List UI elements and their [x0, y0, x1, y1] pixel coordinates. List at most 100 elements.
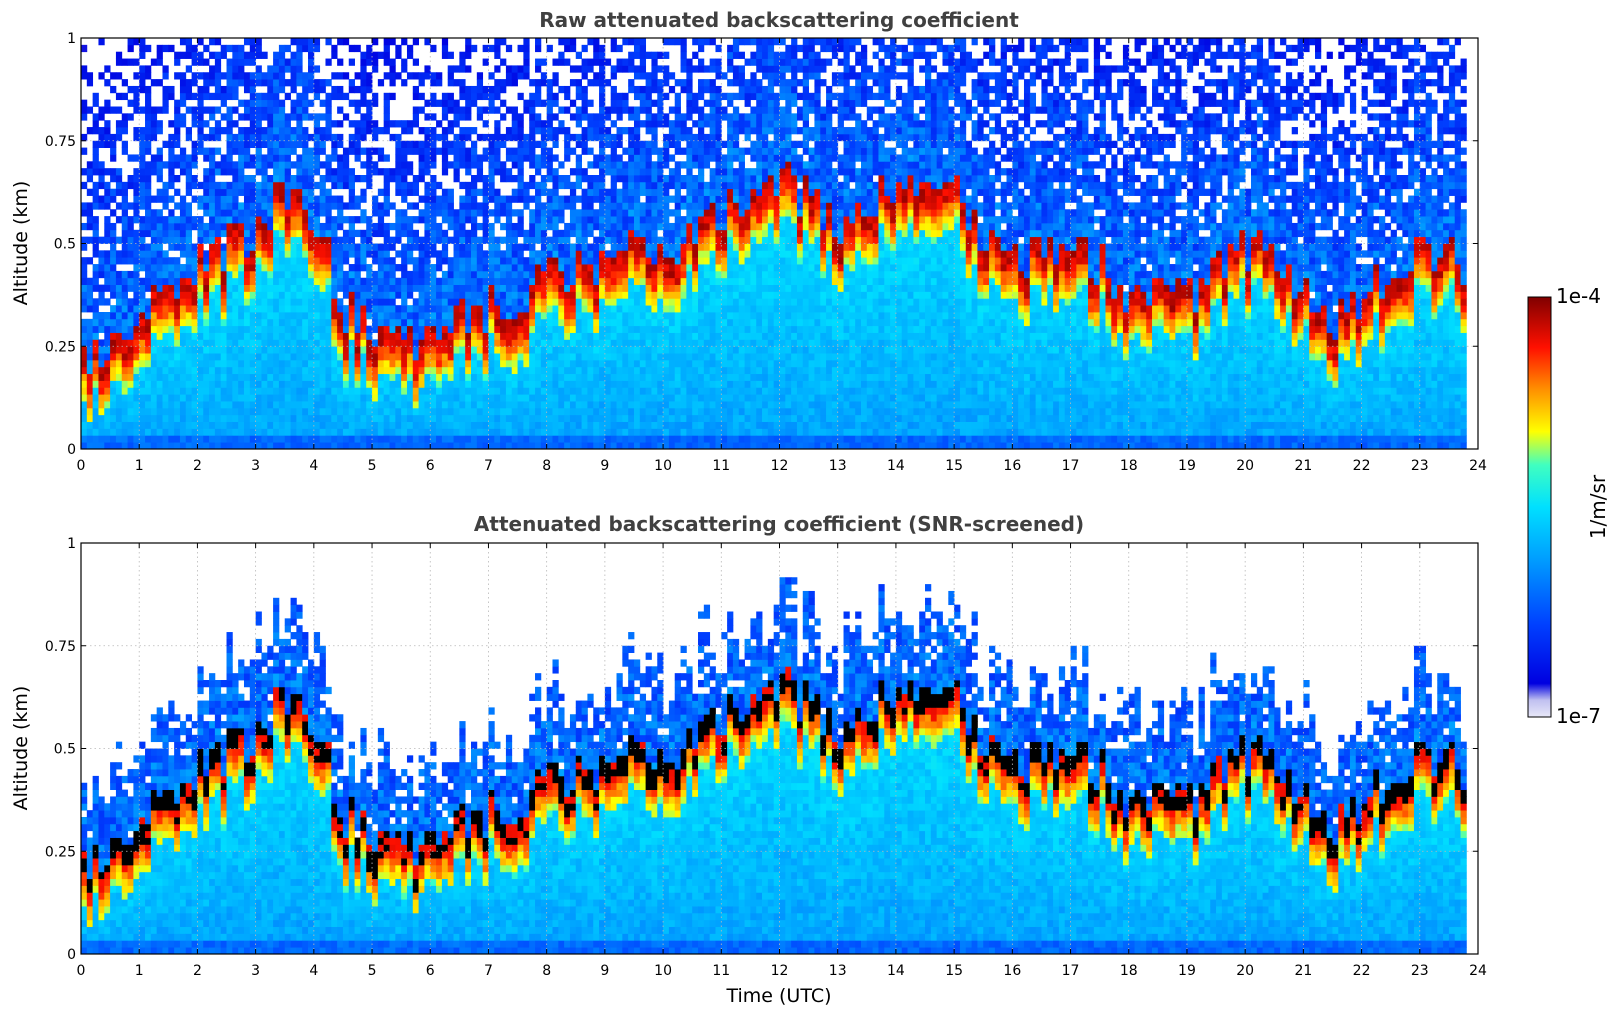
heatmap-cell: [604, 291, 612, 299]
heatmap-cell: [261, 79, 268, 87]
heatmap-cell: [337, 209, 344, 217]
heatmap-cell: [296, 291, 303, 299]
heatmap-cell: [104, 346, 111, 354]
heatmap-cell: [511, 236, 518, 244]
heatmap-cell: [529, 257, 536, 265]
heatmap-cell: [342, 284, 350, 292]
heatmap-cell: [430, 305, 437, 313]
heatmap-cell: [488, 277, 495, 285]
heatmap-cell: [558, 332, 565, 340]
heatmap-cell: [488, 195, 495, 203]
heatmap-cell: [401, 291, 408, 299]
heatmap-cell: [511, 442, 518, 449]
heatmap-cell: [168, 277, 175, 285]
heatmap-cell: [296, 435, 303, 443]
heatmap-cell: [581, 318, 588, 327]
heatmap-cell: [488, 298, 495, 306]
heatmap-cell: [296, 332, 303, 340]
heatmap-cell: [319, 243, 326, 251]
heatmap-cell: [587, 414, 594, 422]
heatmap-cell: [308, 195, 315, 203]
heatmap-cell: [517, 72, 524, 80]
heatmap-cell: [92, 113, 99, 121]
heatmap-cell: [302, 298, 309, 306]
heatmap-cell: [505, 305, 513, 313]
heatmap-cell: [430, 154, 437, 162]
heatmap-cell: [465, 161, 472, 169]
heatmap-cell: [302, 325, 309, 333]
heatmap-cell: [255, 277, 262, 285]
heatmap-cell: [81, 133, 88, 142]
heatmap-cell: [145, 414, 152, 422]
heatmap-cell: [406, 243, 414, 251]
heatmap-cell: [488, 175, 495, 183]
heatmap-cell: [249, 79, 257, 87]
heatmap-cell: [377, 312, 385, 320]
heatmap-cell: [558, 305, 565, 313]
heatmap-cell: [86, 106, 94, 114]
heatmap-cell: [319, 332, 326, 340]
heatmap-cell: [185, 312, 192, 320]
heatmap-cell: [249, 366, 257, 375]
heatmap-cell: [436, 229, 443, 238]
heatmap-cell: [337, 353, 344, 361]
heatmap-cell: [395, 359, 402, 368]
heatmap-cell: [517, 359, 524, 368]
heatmap-cell: [441, 106, 449, 114]
heatmap-cell: [348, 277, 355, 285]
heatmap-cell: [209, 79, 216, 87]
heatmap-cell: [302, 284, 309, 292]
heatmap-cell: [476, 435, 484, 443]
heatmap-cell: [133, 284, 140, 292]
heatmap-cell: [639, 421, 647, 429]
heatmap-cell: [308, 318, 315, 327]
heatmap-cell: [249, 435, 257, 443]
heatmap-cell: [342, 414, 350, 422]
heatmap-cell: [616, 318, 623, 327]
heatmap-cell: [296, 72, 303, 80]
heatmap-cell: [453, 209, 460, 217]
heatmap-cell: [325, 428, 332, 436]
heatmap-cell: [540, 366, 548, 375]
heatmap-cell: [482, 428, 489, 436]
heatmap-cell: [622, 387, 629, 395]
heatmap-cell: [558, 264, 565, 272]
heatmap-cell: [610, 428, 617, 436]
heatmap-cell: [500, 394, 507, 402]
heatmap-cell: [284, 133, 291, 142]
heatmap-cell: [535, 257, 542, 265]
heatmap-cell: [633, 353, 641, 361]
heatmap-cell: [581, 373, 588, 381]
heatmap-cell: [337, 195, 344, 203]
heatmap-cell: [255, 373, 262, 381]
heatmap-cell: [500, 236, 507, 244]
heatmap-cell: [296, 38, 303, 46]
heatmap-cell: [290, 284, 297, 292]
heatmap-cell: [243, 353, 251, 361]
heatmap-cell: [110, 106, 117, 114]
heatmap-cell: [302, 175, 309, 183]
heatmap-cell: [308, 291, 315, 299]
heatmap-cell: [552, 442, 559, 449]
heatmap-cell: [558, 346, 565, 354]
heatmap-cell: [430, 175, 437, 183]
heatmap-cell: [645, 373, 652, 381]
heatmap-cell: [412, 216, 420, 224]
heatmap-cell: [145, 229, 152, 238]
heatmap-cell: [476, 414, 484, 422]
heatmap-cell: [482, 312, 489, 320]
heatmap-cell: [535, 236, 542, 244]
heatmap-cell: [319, 442, 326, 449]
heatmap-cell: [92, 318, 99, 327]
heatmap-cell: [517, 147, 524, 155]
heatmap-cell: [290, 127, 297, 135]
heatmap-cell: [389, 65, 396, 73]
heatmap-cell: [86, 257, 94, 265]
heatmap-cell: [185, 106, 192, 114]
heatmap-cell: [663, 401, 670, 409]
heatmap-cell: [261, 435, 268, 443]
heatmap-cell: [389, 236, 396, 244]
heatmap-cell: [331, 407, 338, 416]
heatmap-cell: [372, 387, 379, 395]
heatmap-cell: [633, 168, 641, 176]
